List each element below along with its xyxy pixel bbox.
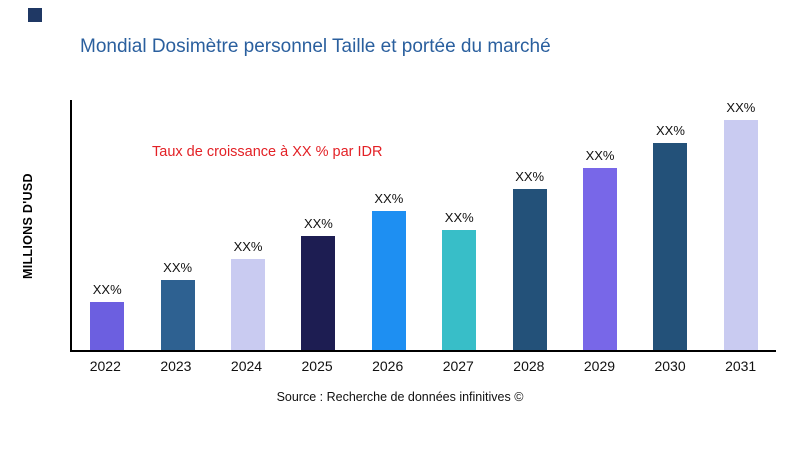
bar-slot: XX% (354, 100, 424, 350)
bar-slot: XX% (706, 100, 776, 350)
bar-2023 (160, 280, 195, 350)
x-tick-label: 2028 (513, 358, 545, 374)
x-tick-label: 2026 (372, 358, 404, 374)
bar-2028 (512, 189, 547, 350)
bar-2025 (301, 236, 336, 350)
bar-value-label: XX% (303, 216, 333, 231)
chart-title: Mondial Dosimètre personnel Taille et po… (80, 36, 551, 57)
bars-container: XX% XX% XX% XX% XX% XX% XX% XX% XX% XX% (72, 100, 776, 350)
bar-slot: XX% (283, 100, 353, 350)
bar-slot: XX% (72, 100, 142, 350)
x-tick-label: 2022 (89, 358, 121, 374)
bar-value-label: XX% (444, 210, 474, 225)
x-axis-labels: 2022 2023 2024 2025 2026 2027 2028 2029 2030 2031 (70, 358, 776, 374)
bar-value-label: XX% (585, 148, 615, 163)
bar-2024 (231, 259, 266, 350)
bar-value-label: XX% (374, 191, 404, 206)
growth-rate-annotation: Taux de croissance à XX % par IDR (152, 144, 383, 160)
bar-value-label: XX% (163, 260, 193, 275)
x-tick-label: 2023 (160, 358, 192, 374)
bar-value-label: XX% (515, 169, 545, 184)
bar-slot: XX% (494, 100, 564, 350)
bar-2030 (653, 143, 688, 350)
bar-value-label: XX% (233, 239, 263, 254)
bar-2022 (90, 302, 125, 350)
bar-slot: XX% (213, 100, 283, 350)
y-axis-label: MILLIONS D'USD (21, 173, 35, 279)
bar-2031 (723, 120, 758, 350)
plot-area: Taux de croissance à XX % par IDR XX% XX%… (70, 100, 776, 352)
bar-value-label: XX% (656, 123, 685, 138)
bar-value-label: XX% (726, 100, 756, 115)
x-tick-label: 2024 (230, 358, 263, 374)
x-tick-label: 2030 (654, 358, 686, 374)
corner-accent-square (28, 8, 42, 22)
x-tick-label: 2027 (442, 358, 474, 374)
x-tick-label: 2031 (725, 358, 757, 374)
x-tick-label: 2025 (301, 358, 333, 374)
bar-slot: XX% (424, 100, 494, 350)
bar-2027 (442, 230, 477, 350)
bar-2029 (583, 168, 618, 350)
x-tick-label: 2029 (583, 358, 616, 374)
bar-value-label: XX% (92, 282, 122, 297)
bar-slot: XX% (565, 100, 635, 350)
bar-2026 (371, 211, 406, 350)
bar-slot: XX% (142, 100, 212, 350)
source-text: Source : Recherche de données infinitive… (276, 390, 524, 404)
bar-slot: XX% (635, 100, 705, 350)
